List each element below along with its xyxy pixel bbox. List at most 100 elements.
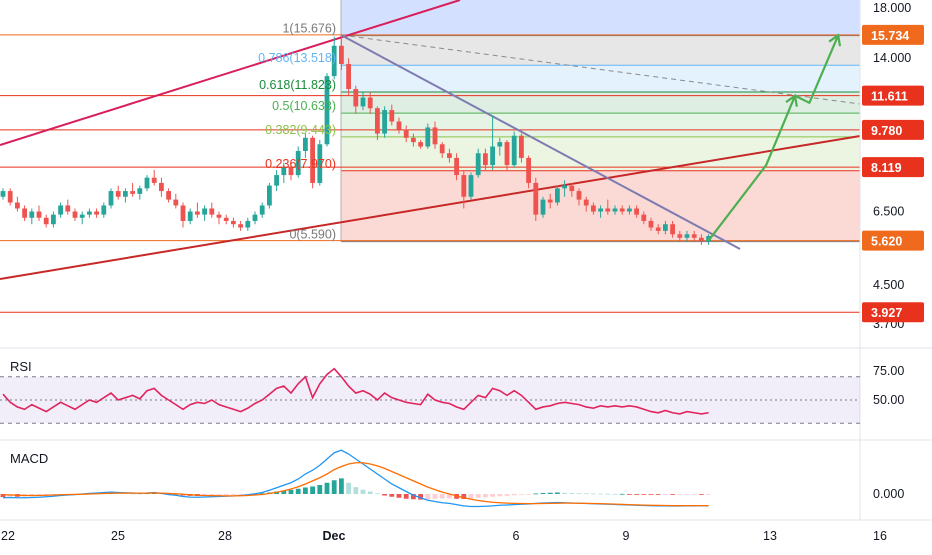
candle-body[interactable] [619,208,625,212]
candle-body[interactable] [418,142,423,147]
candle-body[interactable] [209,208,215,215]
candle-body[interactable] [15,202,20,209]
candle-body[interactable] [0,191,6,197]
candle-body[interactable] [511,135,517,166]
candle-body[interactable] [691,234,697,238]
candle-body[interactable] [29,211,35,218]
candle-body[interactable] [670,224,675,235]
candle-body[interactable] [274,175,279,186]
candle-body[interactable] [533,182,539,215]
candle-body[interactable] [612,208,618,212]
candle-body[interactable] [231,220,236,225]
candle-body[interactable] [583,199,589,206]
candle-body[interactable] [360,97,366,107]
candle-body[interactable] [555,188,560,203]
candle-body[interactable] [108,191,114,206]
candle-body[interactable] [202,208,207,215]
candle-body[interactable] [519,135,524,158]
candle-body[interactable] [187,211,193,221]
candle-body[interactable] [598,208,603,212]
candle-body[interactable] [238,224,243,228]
macd-signal-line[interactable] [2,462,709,507]
candle-body[interactable] [591,205,596,212]
candle-body[interactable] [547,199,553,203]
candle-body[interactable] [605,208,611,212]
candle-body[interactable] [497,142,503,147]
candle-body[interactable] [576,191,582,200]
candle-body[interactable] [180,205,186,221]
rsi-line[interactable] [2,367,709,415]
candle-body[interactable] [389,110,395,122]
candle-body[interactable] [569,185,575,192]
candle-body[interactable] [79,214,85,218]
price-axis[interactable]: 18.00014.0006.5004.5003.70015.73411.6119… [862,1,924,331]
candle-body[interactable] [252,214,258,221]
candle-body[interactable] [699,237,704,242]
candle-body[interactable] [540,199,546,215]
candle-body[interactable] [130,191,135,194]
candle-body[interactable] [562,185,567,189]
candle-body[interactable] [432,127,438,145]
candle-body[interactable] [526,157,531,183]
price-level-badge[interactable] [862,230,924,251]
candle-body[interactable] [684,234,690,238]
price-level-badge[interactable] [862,157,924,178]
time-axis[interactable]: 22 25 28 Dec 6 9 13 16 [1,529,887,543]
candle-body[interactable] [411,137,416,143]
candle-body[interactable] [166,191,171,200]
candle-body[interactable] [317,144,323,183]
candle-body[interactable] [22,208,27,218]
candle-body[interactable] [425,127,431,147]
candle-body[interactable] [65,205,71,212]
candle-body[interactable] [281,167,287,176]
candle-body[interactable] [7,191,13,203]
candle-body[interactable] [324,76,330,145]
candle-body[interactable] [43,217,49,225]
candle-body[interactable] [151,177,157,183]
candle-body[interactable] [123,191,128,197]
candle-body[interactable] [101,205,107,215]
candle-body[interactable] [87,211,92,215]
candle-body[interactable] [677,234,683,238]
candle-body[interactable] [295,150,301,176]
candle-body[interactable] [115,191,121,197]
candle-body[interactable] [648,220,654,228]
candle-body[interactable] [339,45,344,65]
candle-body[interactable] [195,211,200,215]
candle-body[interactable] [461,175,467,197]
candle-body[interactable] [137,188,143,194]
candle-body[interactable] [173,199,179,206]
candle-body[interactable] [216,214,222,218]
candle-body[interactable] [706,236,711,242]
candle-body[interactable] [641,214,647,221]
candle-body[interactable] [663,224,668,231]
candle-body[interactable] [634,208,639,215]
candle-body[interactable] [655,227,661,231]
candle-body[interactable] [36,211,42,218]
candle-body[interactable] [439,144,445,154]
upper-channel-trendline[interactable] [0,0,461,146]
rising-support-trendline[interactable] [0,135,861,280]
candle-body[interactable] [58,205,63,215]
candle-body[interactable] [245,220,251,228]
candle-body[interactable] [223,217,229,221]
price-level-badge[interactable] [862,24,924,45]
candle-body[interactable] [483,153,488,166]
price-level-badge[interactable] [862,85,924,106]
candle-body[interactable] [382,110,387,134]
price-level-badge[interactable] [862,119,924,140]
candle-body[interactable] [51,214,56,225]
candle-body[interactable] [94,211,99,215]
candle-body[interactable] [346,64,351,90]
candle-body[interactable] [375,108,380,134]
candle-body[interactable] [267,185,272,206]
candle-body[interactable] [159,182,164,192]
candle-body[interactable] [454,157,459,176]
candle-body[interactable] [396,121,402,130]
candle-body[interactable] [447,153,452,158]
candle-body[interactable] [310,137,315,183]
price-level-badge[interactable] [862,302,924,323]
descending-trendline[interactable] [340,34,741,250]
candle-body[interactable] [259,205,265,215]
